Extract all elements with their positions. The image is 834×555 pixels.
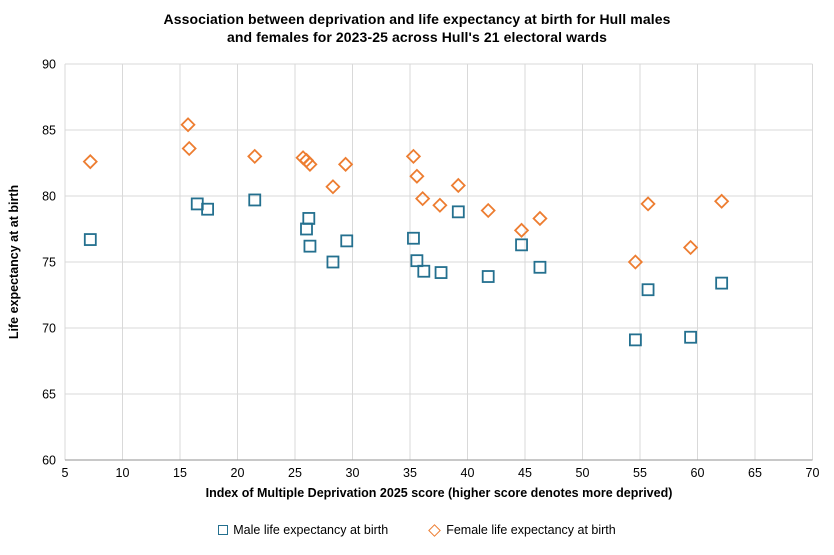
chart-title-line2: and females for 2023-25 across Hull's 21… xyxy=(226,29,608,45)
female-point xyxy=(640,196,656,212)
x-tick-labels: 5 10 15 20 25 30 35 40 45 50 55 60 65 70 xyxy=(62,466,820,480)
female-point xyxy=(302,156,318,172)
svg-text:75: 75 xyxy=(42,256,56,270)
female-point xyxy=(627,254,644,270)
male-point xyxy=(83,233,97,246)
male-point xyxy=(326,255,340,269)
legend-item-female: Female life expectancy at birth xyxy=(428,523,616,537)
svg-text:80: 80 xyxy=(42,190,56,204)
male-point xyxy=(300,222,313,236)
svg-text:20: 20 xyxy=(231,466,245,480)
male-point xyxy=(684,330,697,344)
female-point xyxy=(82,154,98,170)
female-point xyxy=(415,191,431,207)
svg-text:5: 5 xyxy=(62,466,69,480)
female-series-points xyxy=(82,117,730,270)
female-point xyxy=(325,179,341,195)
male-point xyxy=(434,266,448,279)
male-point xyxy=(715,276,729,290)
male-series-points xyxy=(83,193,729,347)
male-point xyxy=(201,202,215,216)
male-point xyxy=(303,239,317,253)
male-point xyxy=(248,193,262,207)
svg-text:35: 35 xyxy=(403,466,417,480)
svg-text:15: 15 xyxy=(173,466,187,480)
svg-text:45: 45 xyxy=(518,466,532,480)
male-point xyxy=(481,270,495,283)
female-point xyxy=(532,210,548,227)
female-diamond-marker-icon xyxy=(428,523,442,537)
svg-text:90: 90 xyxy=(42,58,56,72)
male-point xyxy=(302,212,316,225)
male-point xyxy=(410,254,424,268)
male-point xyxy=(515,238,528,252)
female-point xyxy=(682,239,699,256)
chart-title: Association between deprivation and life… xyxy=(0,10,834,46)
svg-text:30: 30 xyxy=(346,466,360,480)
svg-text:10: 10 xyxy=(116,466,130,480)
chart-title-line1: Association between deprivation and life… xyxy=(163,11,671,27)
svg-text:40: 40 xyxy=(461,466,475,480)
female-point xyxy=(409,168,425,184)
legend-label-female: Female life expectancy at birth xyxy=(446,523,616,537)
female-point xyxy=(714,193,730,209)
svg-text:70: 70 xyxy=(806,466,820,480)
svg-text:50: 50 xyxy=(576,466,590,480)
male-point xyxy=(533,260,547,274)
female-point xyxy=(180,117,196,133)
female-point xyxy=(337,156,354,172)
svg-text:25: 25 xyxy=(288,466,302,480)
svg-text:65: 65 xyxy=(42,388,56,402)
male-square-marker-icon xyxy=(218,525,229,535)
male-point xyxy=(407,231,420,245)
male-point xyxy=(340,234,354,248)
svg-text:60: 60 xyxy=(691,466,705,480)
legend-label-male: Male life expectancy at birth xyxy=(233,523,389,537)
gridlines xyxy=(64,63,813,461)
male-point xyxy=(417,264,431,278)
plot-area: 5 10 15 20 25 30 35 40 45 50 55 60 65 70 60 65 70 75 80 85 9… xyxy=(42,58,820,481)
x-axis-title: Index of Multiple Deprivation 2025 score… xyxy=(205,486,673,500)
female-point xyxy=(432,197,448,213)
female-point xyxy=(405,148,422,165)
female-point xyxy=(480,202,496,219)
y-axis-title: Life expectancy at at birth xyxy=(7,184,21,340)
svg-text:60: 60 xyxy=(42,454,56,468)
female-point xyxy=(450,177,466,194)
svg-text:65: 65 xyxy=(748,466,762,480)
svg-text:55: 55 xyxy=(633,466,647,480)
y-tick-labels: 60 65 70 75 80 85 90 xyxy=(42,58,56,468)
female-point xyxy=(247,148,263,165)
male-point xyxy=(629,333,642,347)
svg-text:70: 70 xyxy=(42,322,56,336)
male-point xyxy=(641,283,655,297)
female-point xyxy=(513,222,530,238)
male-point xyxy=(451,205,465,219)
male-point xyxy=(190,197,204,211)
legend-item-male: Male life expectancy at birth xyxy=(218,523,388,537)
female-point xyxy=(181,140,197,157)
legend: Male life expectancy at birth Female lif… xyxy=(0,523,834,537)
svg-text:85: 85 xyxy=(42,124,56,138)
